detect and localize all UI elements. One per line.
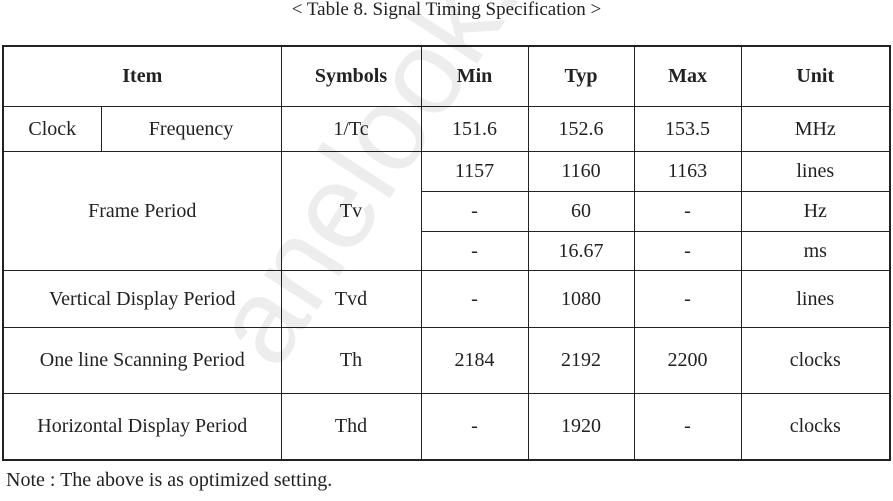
row: Clock Frequency 1/Tc 151.6 152.6 153.5 M…	[2, 106, 891, 152]
cell: One line Scanning Period	[2, 327, 282, 394]
cell: Clock	[2, 106, 102, 152]
header-cell: Unit	[740, 45, 891, 107]
cell: Tvd	[280, 270, 422, 328]
table-title: < Table 8. Signal Timing Specification >	[291, 0, 602, 20]
cell: 1160	[527, 151, 635, 192]
row: - 16.67 - ms	[3, 231, 891, 271]
cell: 1157	[420, 151, 529, 192]
cell: Th	[280, 327, 422, 394]
header-cell: Item	[2, 45, 282, 107]
cell: Thd	[280, 393, 422, 460]
cell: Frequency	[100, 106, 282, 152]
cell: -	[420, 231, 529, 271]
row: One line Scanning Period Th 2184 2192 22…	[2, 327, 891, 394]
cell: 1163	[633, 151, 742, 192]
cell: 1080	[527, 270, 635, 328]
header-cell: Typ	[527, 45, 635, 107]
cell: 60	[527, 191, 635, 232]
cell: 152.6	[527, 106, 635, 152]
cell: clocks	[740, 393, 891, 460]
cell: lines	[740, 151, 891, 192]
header-cell: Min	[420, 45, 529, 107]
cell: -	[420, 191, 529, 232]
cell: Vertical Display Period	[2, 270, 282, 328]
header-row: Item Symbols Min Typ Max Unit	[2, 45, 891, 107]
cell: 1/Tc	[280, 106, 422, 152]
timing-table: Item Symbols Min Typ Max Unit Clock Freq…	[2, 45, 892, 461]
header-cell: Max	[633, 45, 742, 107]
cell: 2200	[633, 327, 742, 394]
cell: 151.6	[420, 106, 529, 152]
row: - 60 - Hz	[3, 191, 891, 232]
cell: -	[420, 393, 529, 460]
cell: 153.5	[633, 106, 742, 152]
cell: -	[420, 270, 529, 328]
cell: 16.67	[527, 231, 635, 271]
row: Vertical Display Period Tvd - 1080 - lin…	[2, 270, 891, 328]
cell: 2192	[527, 327, 635, 394]
cell: clocks	[740, 327, 891, 394]
note: Note : The above is as optimized setting…	[6, 469, 333, 491]
cell: ms	[740, 231, 891, 271]
cell: Hz	[740, 191, 891, 232]
cell: 1920	[527, 393, 635, 460]
cell: -	[633, 393, 742, 460]
cell: 2184	[420, 327, 529, 394]
header-cell: Symbols	[280, 45, 422, 107]
cell: -	[633, 231, 742, 271]
cell: -	[633, 270, 742, 328]
cell: Horizontal Display Period	[2, 393, 282, 460]
row: Frame Period Tv 1157 1160 1163 lines	[2, 151, 891, 271]
cell: MHz	[740, 106, 891, 152]
cell: -	[633, 191, 742, 232]
row: Horizontal Display Period Thd - 1920 - c…	[2, 393, 891, 460]
cell: Frame Period	[2, 151, 282, 271]
cell: Tv	[280, 151, 422, 271]
cell: lines	[740, 270, 891, 328]
